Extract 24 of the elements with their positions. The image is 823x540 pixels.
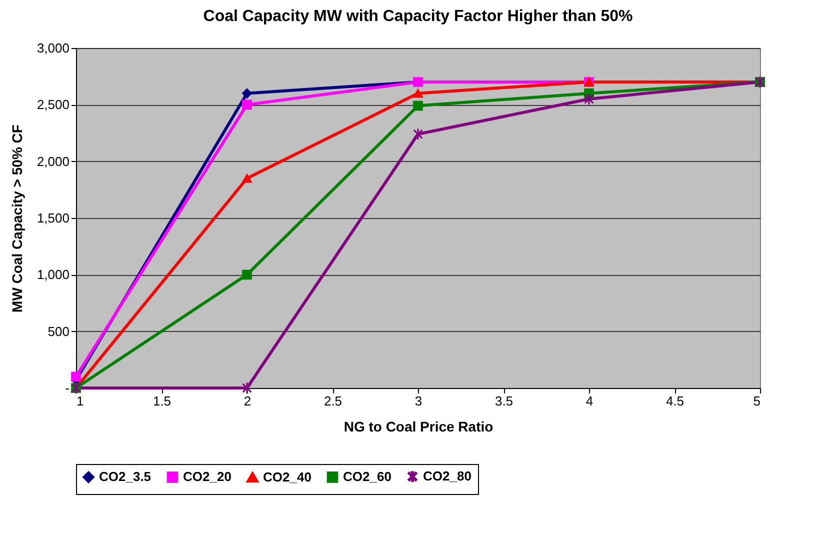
chart-title: Coal Capacity MW with Capacity Factor Higher than 50% [203,8,633,25]
x-axis-title: NG to Coal Price Ratio [344,418,494,434]
y-tick-label: 1,500 [36,210,70,226]
x-tick-label: 3.5 [494,394,514,408]
x-tick-label: 2 [244,394,252,408]
x-tick-label: 2.5 [324,394,342,408]
x-tick-label: 3 [414,394,422,408]
x-tick-label: 1 [76,394,84,408]
legend-label: CO2_20 [183,469,232,484]
x-tick-label: 1.5 [152,394,172,408]
x-tick-label: 4 [586,394,594,408]
y-axis-title: MW Coal Capacity > 50% CF [8,124,25,312]
legend-label: CO2_60 [343,469,392,484]
y-tick-label: 500 [48,324,70,339]
legend-label: CO2_40 [263,469,312,484]
x-tick-label: 5 [753,394,760,408]
legend-label: CO2_80 [423,468,472,484]
y-tick-label: 1,000 [36,267,70,282]
x-tick-label: 4.5 [666,394,684,408]
legend-label: CO2_3.5 [99,469,152,484]
y-tick-label: 2,000 [36,154,70,169]
y-tick-label: - [65,380,70,396]
y-tick-label: 2,500 [36,97,70,112]
y-tick-label: 3,000 [36,40,70,56]
